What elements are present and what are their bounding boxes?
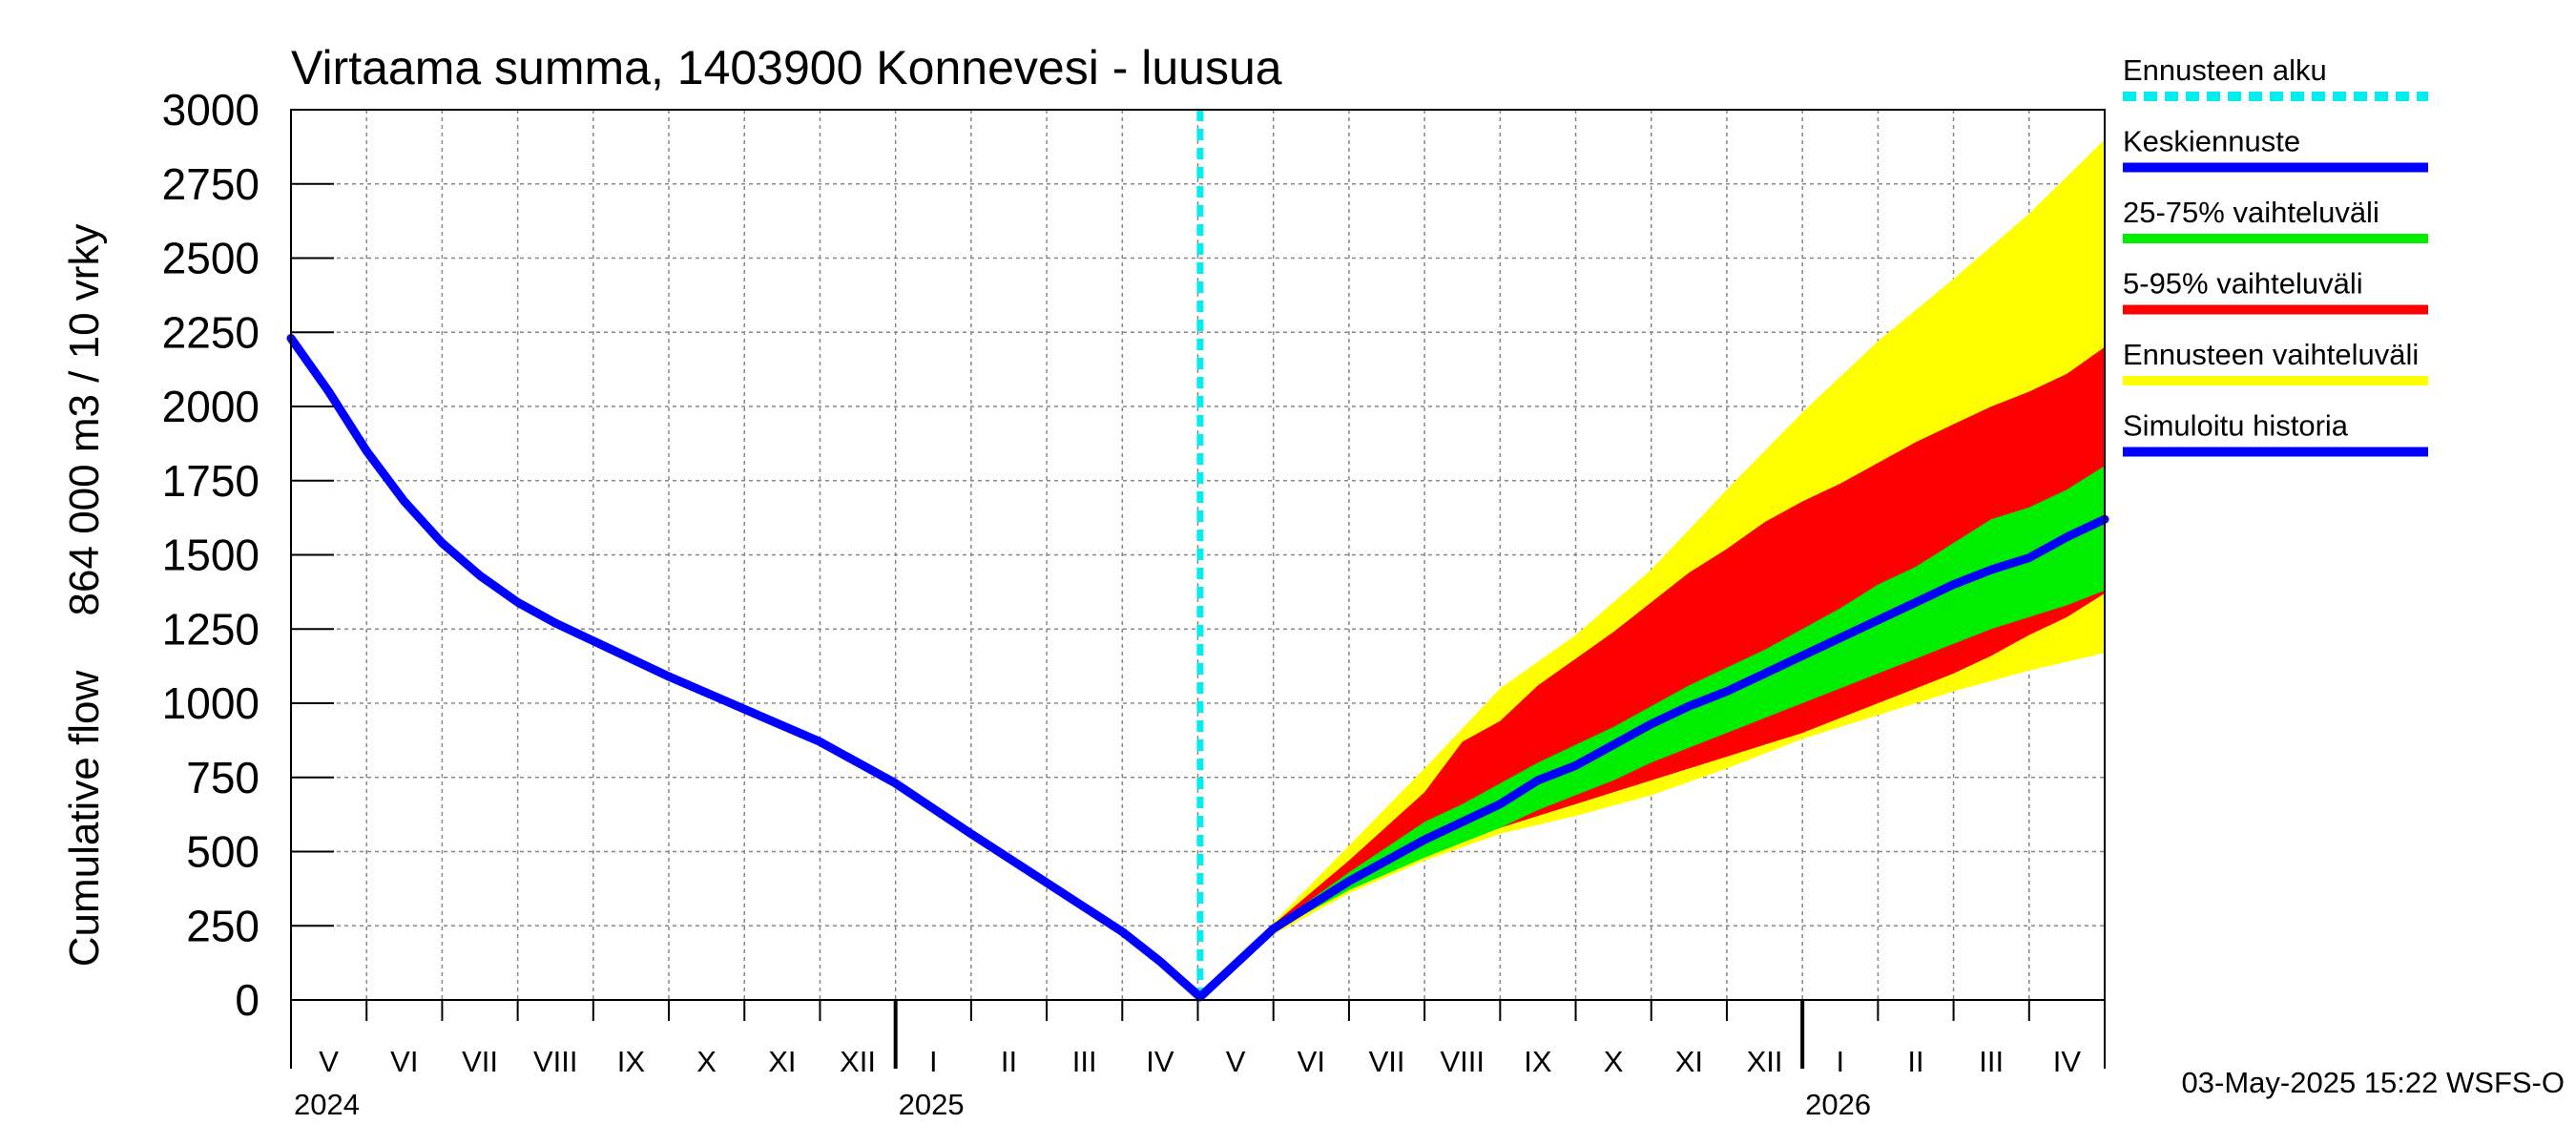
series-lines [286, 110, 2109, 1002]
series-line-simuloitu-historia [286, 333, 1205, 1002]
x-tick-label-month: VII [1369, 1045, 1405, 1078]
y-tick-label: 1250 [162, 604, 260, 654]
x-tick-label-month: IX [1524, 1045, 1552, 1078]
x-tick-label-month: VIII [1440, 1045, 1485, 1078]
y-axis-label-fi: 864 000 m3 / 10 vrky [61, 224, 108, 616]
x-tick-label-month: IX [617, 1045, 646, 1078]
x-tick-label-year: 2026 [1805, 1088, 1871, 1121]
legend-label: 25-75% vaihteluväli [2123, 196, 2379, 229]
x-tick-label-month: V [319, 1045, 339, 1078]
x-tick-label-month: XII [840, 1045, 876, 1078]
x-tick-label-month: V [1226, 1045, 1246, 1078]
x-tick-label-month: VI [390, 1045, 418, 1078]
y-tick-label: 2500 [162, 234, 260, 283]
y-tick-label: 2000 [162, 382, 260, 431]
legend-label: Keskiennuste [2123, 125, 2300, 158]
band-ennusteen-vaihteluv-li [1199, 139, 2105, 997]
y-tick-label: 750 [186, 753, 260, 802]
y-tick-label: 250 [186, 901, 260, 950]
x-tick-label-month: XI [768, 1045, 796, 1078]
legend-label: Simuloitu historia [2123, 409, 2349, 443]
x-tick-label-month: X [696, 1045, 717, 1078]
band-25-75-vaihteluv-li [1199, 466, 2105, 997]
legend: Ennusteen alku Keskiennuste 25-75% vaihtel… [2123, 53, 2428, 457]
x-tick-label-month: VI [1298, 1045, 1325, 1078]
y-tick-label: 2250 [162, 307, 260, 357]
x-tick-label-month: XII [1747, 1045, 1783, 1078]
y-tick-label: 1500 [162, 531, 260, 580]
x-tick-label-month: I [929, 1045, 938, 1078]
x-tick-label-month: II [1907, 1045, 1923, 1078]
legend-label: Ennusteen alku [2123, 53, 2327, 87]
x-tick-label-month: X [1604, 1045, 1624, 1078]
legend-label: 5-95% vaihteluväli [2123, 267, 2363, 301]
y-tick-label: 1750 [162, 456, 260, 506]
x-tick-label-month: II [1001, 1045, 1017, 1078]
x-tick-label-month: III [1979, 1045, 2004, 1078]
x-tick-label-month: XI [1675, 1045, 1703, 1078]
x-tick-label-month: IV [1146, 1045, 1174, 1078]
y-tick-label: 500 [186, 827, 260, 877]
legend-label: Ennusteen vaihteluväli [2123, 338, 2419, 371]
timestamp-footer: 03-May-2025 15:22 WSFS-O [2182, 1066, 2565, 1099]
x-tick-label-year: 2024 [294, 1088, 360, 1121]
y-ticks: 0 250 500 750 1000 1250 1500 1750 2000 2250 2500 27… [162, 85, 334, 1025]
x-tick-label-month: I [1836, 1045, 1844, 1078]
x-tick-label-month: III [1072, 1045, 1097, 1078]
y-axis-label-en: Cumulative flow [61, 671, 108, 968]
series-line-keskiennuste [1195, 514, 2109, 1002]
x-tick-label-month: IV [2053, 1045, 2082, 1078]
x-tick-label-month: VII [462, 1045, 498, 1078]
chart-title: Virtaama summa, 1403900 Konnevesi - luus… [291, 41, 1282, 94]
y-tick-label: 2750 [162, 159, 260, 209]
x-tick-label-year: 2025 [899, 1088, 965, 1121]
y-tick-label: 1000 [162, 678, 260, 728]
x-tick-label-month: VIII [533, 1045, 578, 1078]
y-tick-label: 3000 [162, 85, 260, 135]
y-tick-label: 0 [235, 975, 260, 1025]
x-ticks: V VI VII VIII IX X XI XII I II III IV V VI VII VIII IX X X… [290, 1000, 2106, 1121]
